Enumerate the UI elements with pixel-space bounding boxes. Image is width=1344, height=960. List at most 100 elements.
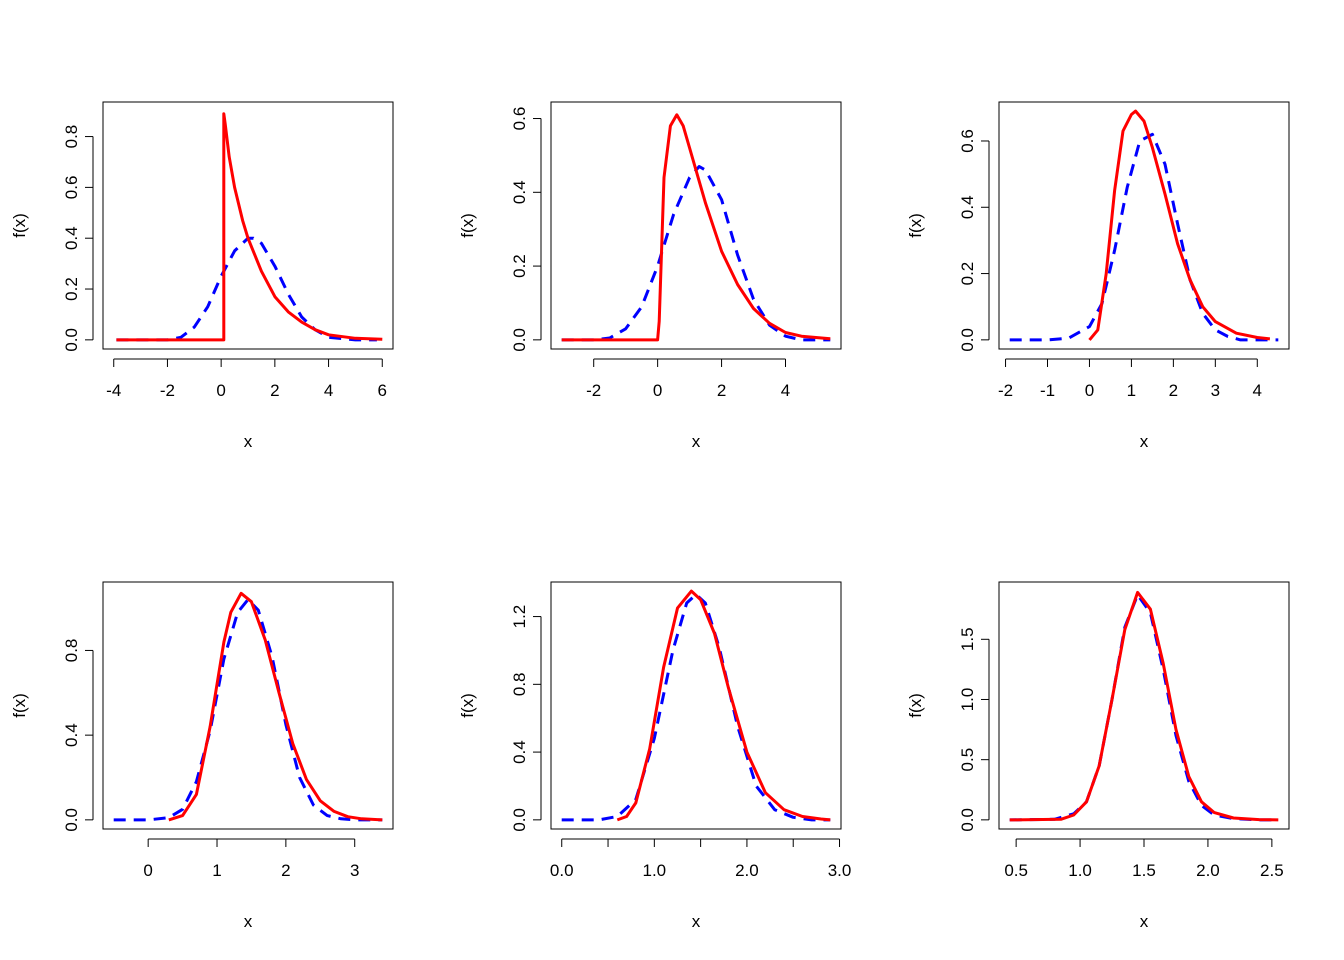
plot-frame (998, 581, 1290, 830)
x-tick-label: 4 (1253, 381, 1262, 400)
y-axis: 0.0 0.2 0.4 0.6 (510, 107, 542, 352)
y-axis: 0.0 0.4 0.8 1.2 (510, 605, 542, 832)
x-tick-label: 4 (781, 381, 790, 400)
y-tick-label: 0.6 (62, 176, 81, 200)
x-tick-label: 2 (717, 381, 726, 400)
x-axis-title: x (244, 912, 253, 931)
x-tick-label: 3.0 (828, 861, 852, 880)
panel-1: -4 -2 0 2 4 6 0.0 0.2 0.4 0.6 0.8 x f(x) (10, 101, 394, 451)
x-tick-label: 2.5 (1260, 861, 1284, 880)
y-axis-title: f(x) (458, 213, 477, 238)
y-axis-title: f(x) (906, 213, 925, 238)
x-tick-label: 2.0 (1196, 861, 1220, 880)
x-tick-label: -2 (998, 381, 1013, 400)
solid-red-curve (561, 113, 831, 342)
y-axis-title: f(x) (458, 693, 477, 718)
x-axis-title: x (1140, 912, 1149, 931)
y-tick-label: 0.4 (958, 195, 977, 219)
x-axis-title: x (1140, 432, 1149, 451)
dashed-blue-curve (561, 593, 831, 822)
y-tick-label: 0.4 (62, 723, 81, 747)
x-tick-label: 2 (1169, 381, 1178, 400)
plot-frame (550, 101, 842, 350)
x-tick-label: 1.0 (1068, 861, 1092, 880)
solid-red-curve (1009, 590, 1279, 822)
x-tick-label: -2 (160, 381, 175, 400)
dashed-blue-curve (1009, 593, 1279, 822)
y-tick-label: 0.4 (510, 740, 529, 764)
x-tick-label: 2 (270, 381, 279, 400)
panel-2: -2 0 2 4 0.0 0.2 0.4 0.6 x f(x) (458, 101, 842, 451)
x-tick-label: 0 (1085, 381, 1094, 400)
x-axis: -2 0 2 4 (586, 358, 790, 400)
x-tick-label: 2 (281, 861, 290, 880)
y-tick-label: 0.5 (958, 748, 977, 772)
dashed-blue-curve (1009, 132, 1279, 342)
y-tick-label: 0.0 (510, 808, 529, 832)
y-axis-title: f(x) (906, 693, 925, 718)
x-axis: -2 -1 0 1 2 3 4 (998, 358, 1262, 400)
solid-red-curve (116, 112, 383, 342)
y-axis: 0.0 0.2 0.4 0.6 (958, 129, 990, 352)
y-tick-label: 1.2 (510, 605, 529, 629)
x-axis: 0 1 2 3 (143, 838, 359, 880)
x-axis-title: x (692, 912, 701, 931)
y-tick-label: 0.8 (62, 639, 81, 663)
x-axis-title: x (692, 432, 701, 451)
x-tick-label: 0 (653, 381, 662, 400)
x-tick-label: 1 (1127, 381, 1136, 400)
x-tick-label: 1 (212, 861, 221, 880)
solid-red-curve (168, 591, 383, 822)
y-axis-title: f(x) (10, 213, 29, 238)
plot-frame (550, 581, 842, 830)
x-tick-label: 0 (143, 861, 152, 880)
y-tick-label: 0.2 (958, 262, 977, 286)
y-tick-label: 0.4 (510, 180, 529, 204)
x-axis: 0.5 1.0 1.5 2.0 2.5 (1004, 838, 1284, 880)
x-tick-label: 4 (324, 381, 333, 400)
plot-frame (102, 101, 394, 350)
y-axis-title: f(x) (10, 693, 29, 718)
y-tick-label: 0.6 (510, 107, 529, 131)
x-tick-label: -2 (586, 381, 601, 400)
y-tick-label: 0.0 (958, 328, 977, 352)
plot-frame (102, 581, 394, 830)
panel-5: 0.0 1.0 2.0 3.0 0.0 0.4 0.8 1.2 x f(x) (458, 581, 852, 931)
x-tick-label: 0 (216, 381, 225, 400)
dashed-blue-curve (561, 165, 831, 342)
y-tick-label: 0.2 (510, 254, 529, 278)
x-axis: -4 -2 0 2 4 6 (106, 358, 387, 400)
solid-red-curve (616, 589, 831, 822)
y-axis: 0.0 0.5 1.0 1.5 (958, 627, 990, 832)
y-tick-label: 0.6 (958, 129, 977, 153)
y-tick-label: 1.0 (958, 688, 977, 712)
x-tick-label: 3 (1211, 381, 1220, 400)
y-axis: 0.0 0.2 0.4 0.6 0.8 (62, 125, 94, 352)
y-tick-label: 0.0 (958, 808, 977, 832)
x-tick-label: 2.0 (735, 861, 759, 880)
y-tick-label: 0.4 (62, 226, 81, 250)
x-tick-label: 1.5 (1132, 861, 1156, 880)
dashed-blue-curve (113, 598, 383, 822)
y-tick-label: 0.0 (510, 328, 529, 352)
panel-4: 0 1 2 3 0.0 0.4 0.8 x f(x) (10, 581, 394, 931)
x-tick-label: 0.0 (550, 861, 574, 880)
x-axis-title: x (244, 432, 253, 451)
x-tick-label: 1.0 (643, 861, 667, 880)
y-tick-label: 0.8 (62, 125, 81, 149)
y-tick-label: 0.2 (62, 277, 81, 301)
y-tick-label: 0.8 (510, 673, 529, 697)
panel-3: -2 -1 0 1 2 3 4 0.0 0.2 0.4 0.6 x f(x) (906, 101, 1290, 451)
y-tick-label: 0.0 (62, 808, 81, 832)
x-tick-label: -1 (1040, 381, 1055, 400)
solid-red-curve (1088, 109, 1271, 341)
dashed-blue-curve (116, 236, 377, 342)
panel-6: 0.5 1.0 1.5 2.0 2.5 0.0 0.5 1.0 1.5 x f(x) (906, 581, 1290, 931)
y-tick-label: 0.0 (62, 328, 81, 352)
y-axis: 0.0 0.4 0.8 (62, 639, 94, 832)
y-tick-label: 1.5 (958, 627, 977, 651)
x-tick-label: -4 (106, 381, 121, 400)
plot-frame (998, 101, 1290, 350)
x-tick-label: 6 (378, 381, 387, 400)
